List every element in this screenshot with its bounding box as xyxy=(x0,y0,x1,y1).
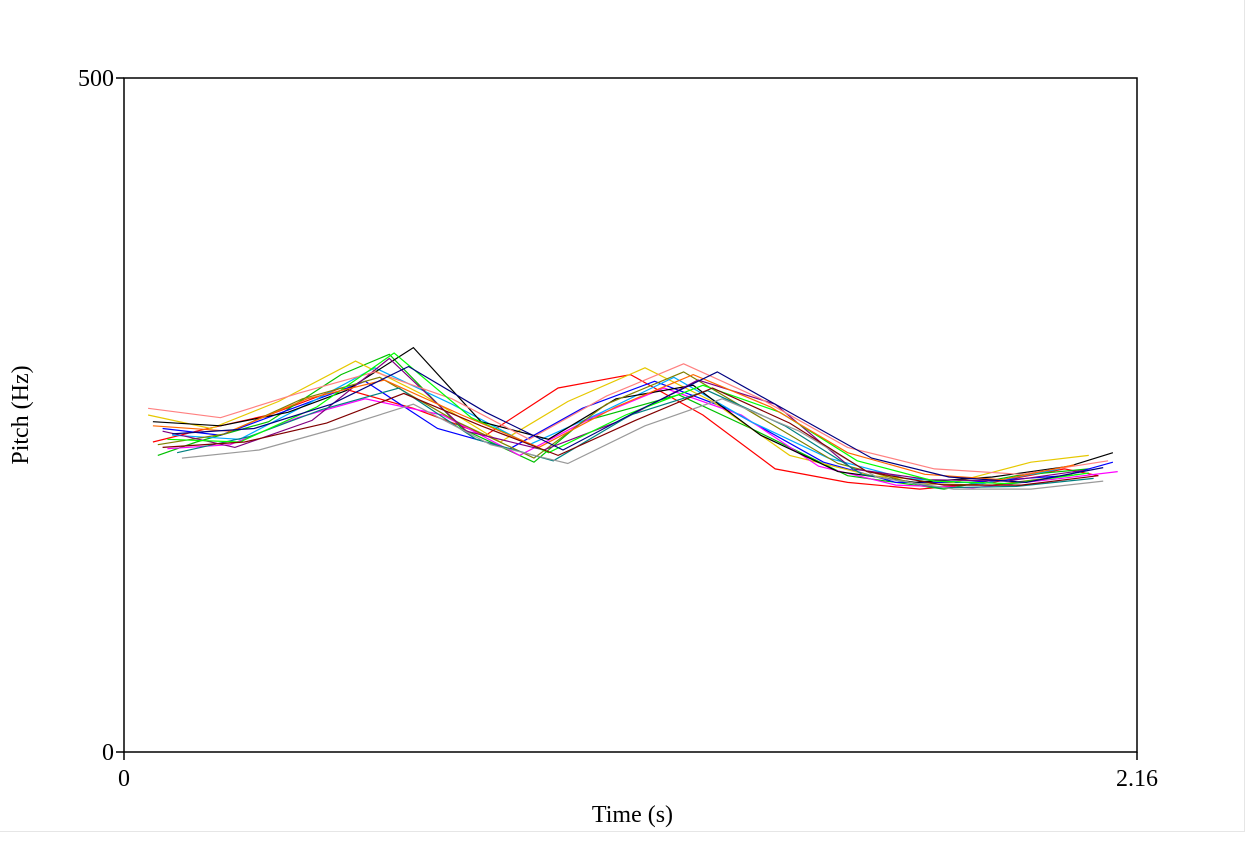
plot-area xyxy=(123,77,1138,753)
x-tick-label-left: 0 xyxy=(118,766,130,792)
pitch-series-6 xyxy=(172,367,1060,485)
pitch-series-15 xyxy=(162,387,1099,486)
y-axis-label: Pitch (Hz) xyxy=(8,365,34,464)
pitch-series-3 xyxy=(162,380,1114,483)
x-axis-label: Time (s) xyxy=(592,802,673,828)
x-tick-label-right: 2.16 xyxy=(1116,766,1158,792)
pitch-series-2 xyxy=(157,353,1089,490)
series-lines xyxy=(147,346,1118,490)
pitch-series-11 xyxy=(148,363,1109,475)
y-tick-label-bottom: 0 xyxy=(102,740,114,766)
plot-frame xyxy=(0,0,1245,832)
axis-ticks: 500 00 2.16 xyxy=(78,66,1158,792)
pitch-series-13 xyxy=(167,352,1089,485)
pitch-series-14 xyxy=(152,373,1075,481)
pitch-series-12 xyxy=(181,398,1104,490)
pitch-series-16 xyxy=(172,365,1104,484)
y-tick-label-top: 500 xyxy=(78,66,114,92)
